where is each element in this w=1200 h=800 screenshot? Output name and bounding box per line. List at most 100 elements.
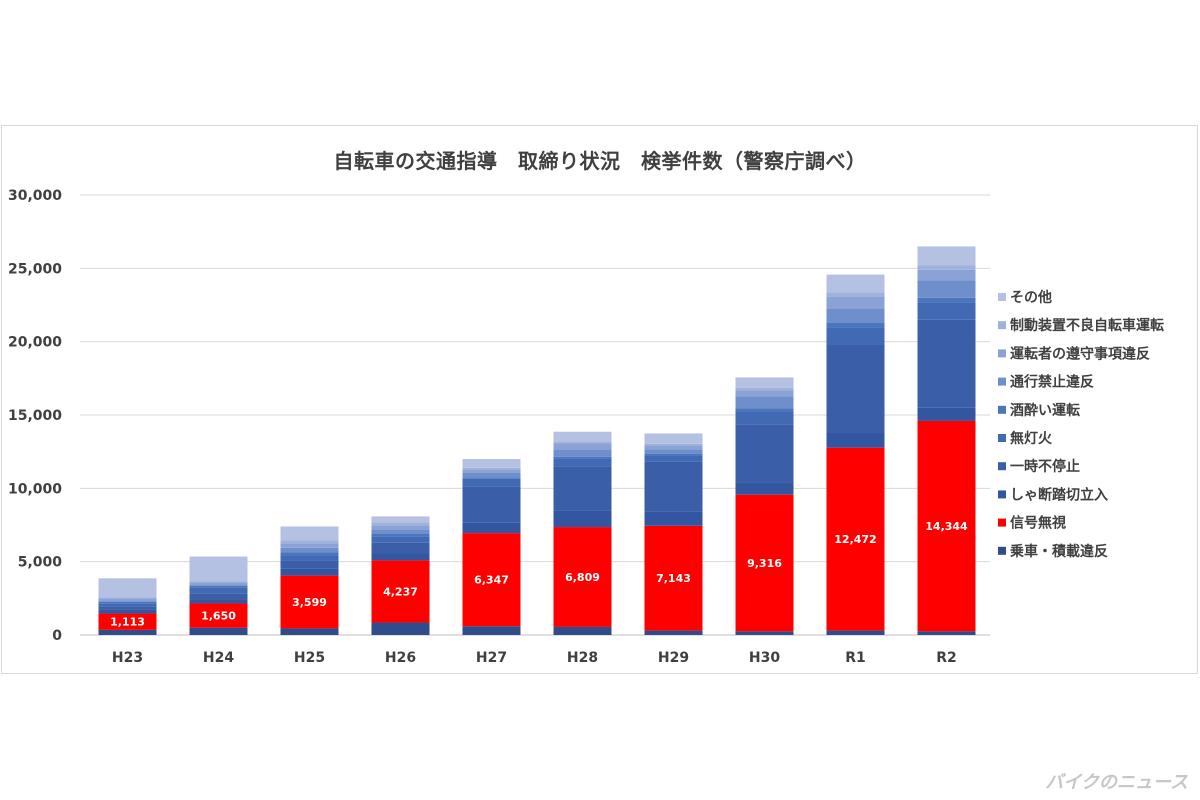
bar-segment [917,246,976,266]
bar-segment [189,593,248,600]
bar-segment [189,627,248,635]
bar-segment [917,280,976,298]
bar-segment [371,525,430,530]
bar-segment [189,584,248,586]
bar-segment [553,510,612,528]
bar-segment [735,396,794,409]
bar-segment [462,469,521,473]
bar-segment [553,466,612,511]
data-label: 14,344 [925,520,968,533]
data-label: 1,650 [201,610,236,623]
bar-segment [826,630,885,635]
bar-segment [189,585,248,588]
x-axis: H23 H24 H25 H26 H27 H28 H29 H30 R1 R2 [112,650,957,666]
y-axis: 0 5,000 10,000 15,000 20,000 25,000 30,000 [8,188,62,644]
x-tick-label: R2 [936,650,957,666]
bar-segment [917,269,976,281]
bar-segment [371,533,430,537]
bar-segment [644,525,703,631]
x-tick-label: H25 [294,650,325,666]
bar-segment [644,453,703,456]
bar-segment [462,477,521,479]
bar-segment [735,387,794,391]
bars: 1,113 1,650 3,599 4,237 6,347 6,809 7,143 9,316… [98,246,976,635]
bar-segment [553,458,612,467]
bar-segment [735,631,794,635]
legend-swatch [998,349,1006,358]
bar-segment [826,308,885,324]
x-tick-label: H30 [749,650,780,666]
y-tick-label: 5,000 [18,555,63,571]
bar-segment [98,613,157,630]
legend-entry: その他 [1010,289,1052,306]
bar-segment [917,631,976,635]
data-label: 1,113 [110,616,145,629]
bar-segment [98,601,157,604]
bar-segment [280,547,339,553]
bar-segment [98,629,157,635]
bar-segment [98,597,157,599]
x-tick-label: H28 [567,650,598,666]
bar-segment [644,455,703,462]
bar-segment [462,459,521,468]
legend-entry: 信号無視 [1010,515,1066,532]
bar-segment [462,478,521,487]
bar-segment [98,603,157,607]
bar-segment [280,526,339,541]
bar-segment [644,630,703,635]
bar-segment [98,600,157,602]
bar-segment [917,319,976,408]
bar-segment [917,265,976,270]
bar-segment [644,443,703,446]
bar-segment [553,449,612,457]
bar-segment [371,560,430,623]
bar-segment [644,449,703,454]
y-tick-label: 0 [52,628,62,644]
bar-segment [826,274,885,293]
bar-segment [462,467,521,470]
data-label: 4,237 [383,585,418,598]
bar-segment [826,433,885,448]
bar-segment [189,582,248,585]
legend-swatch [998,321,1006,330]
bar-segment [553,431,612,443]
bar-segment [917,302,976,320]
legend-swatch [998,546,1006,555]
x-tick-label: R1 [845,650,866,666]
bar-segment [917,407,976,421]
bar-segment [553,456,612,459]
bar-segment [735,411,794,425]
bar-segment [735,377,794,388]
bar-segment [826,296,885,309]
legend-entry: 運転者の遵守事項違反 [1010,345,1150,362]
bar-segment [917,297,976,303]
bar-segment [735,390,794,397]
bar-segment [371,622,430,635]
bar-segment [371,542,430,554]
data-label: 12,472 [834,533,876,546]
bar-segment [826,447,885,631]
legend-entry: 酒酔い運転 [1010,402,1080,419]
bar-segment [735,424,794,483]
legend: その他制動装置不良自転車運転運転者の遵守事項違反通行禁止違反酒酔い運転無灯火一時… [998,289,1164,560]
bar-segment [98,609,157,614]
bar-segment [644,461,703,512]
bar-segment [826,327,885,346]
bar-segment [644,433,703,444]
bar-segment [280,575,339,629]
bar-segment [735,482,794,495]
bar-segment [371,536,430,543]
bar-segment [553,626,612,635]
bar-segment [826,323,885,328]
bar-segment [280,543,339,548]
data-label: 7,143 [656,572,691,585]
bar-segment [280,552,339,556]
y-tick-label: 30,000 [8,188,62,204]
bar-segment [462,472,521,478]
bar-segment [371,522,430,526]
bar-segment [917,420,976,632]
legend-swatch [998,405,1006,414]
bar-segment [462,626,521,635]
bar-segment [735,408,794,412]
bar-segment [462,486,521,523]
